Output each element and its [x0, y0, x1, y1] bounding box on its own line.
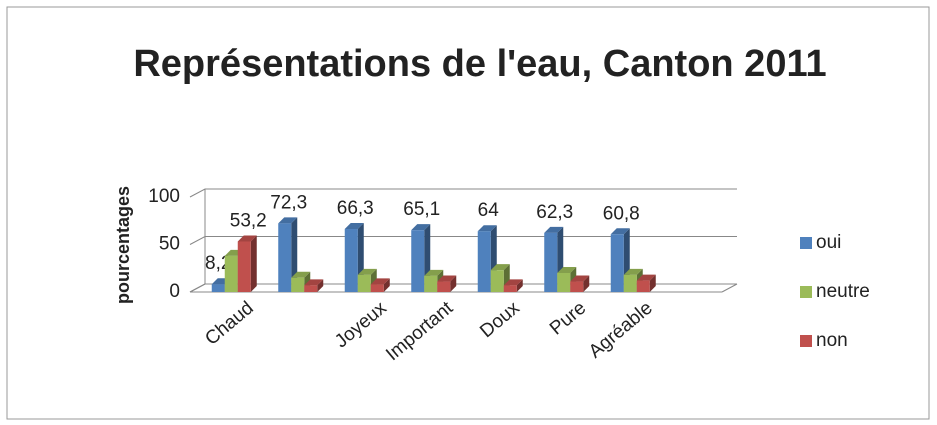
x-tick-label: Joyeux	[331, 297, 391, 352]
bar	[610, 234, 624, 292]
bar	[304, 285, 318, 292]
bar-side	[583, 275, 590, 292]
bar	[237, 241, 251, 292]
x-tick-label: Important	[382, 297, 458, 365]
bar-top	[623, 268, 643, 275]
chart-border	[6, 6, 930, 420]
bar-top	[557, 267, 577, 273]
data-label: 65,1	[403, 199, 440, 220]
bar-top	[424, 269, 444, 276]
legend-label: non	[816, 330, 848, 351]
bar	[570, 281, 584, 292]
bar-top	[237, 235, 257, 242]
data-label: 66,3	[337, 198, 374, 219]
data-label: 60,8	[603, 203, 640, 224]
bar-top	[278, 217, 298, 224]
y-tick-label: 100	[148, 186, 180, 207]
chart-title: Représentations de l'eau, Canton 2011	[133, 43, 827, 85]
bar	[357, 274, 371, 292]
bar-side	[317, 279, 324, 292]
bar	[477, 231, 491, 292]
bar	[424, 275, 438, 292]
bar	[557, 273, 571, 292]
legend-swatch	[800, 335, 812, 347]
legend-label: neutre	[816, 281, 870, 302]
x-tick-label: Pure	[546, 298, 590, 340]
data-label: 62,3	[536, 202, 573, 223]
bar-top	[344, 223, 364, 230]
grid-line	[189, 188, 737, 198]
y-tick-label: 0	[169, 281, 180, 302]
x-tick-label: Chaud	[201, 298, 257, 350]
x-tick-label: Agréable	[585, 298, 657, 363]
bar-top	[357, 268, 377, 275]
bar	[370, 284, 384, 292]
bar	[411, 230, 425, 292]
bar-top	[636, 274, 656, 281]
data-label: 72,3	[270, 192, 307, 213]
bar	[623, 274, 637, 292]
bar	[636, 280, 650, 292]
bar-top	[477, 225, 497, 232]
data-label: 53,2	[230, 210, 267, 231]
bar-side	[516, 279, 523, 292]
bar-side	[450, 275, 457, 292]
bar-top	[503, 279, 523, 286]
bar-side	[250, 235, 257, 292]
bar-top	[411, 224, 431, 231]
bar	[278, 223, 292, 292]
bar	[291, 277, 305, 292]
legend-swatch	[800, 237, 812, 249]
bar	[503, 285, 517, 292]
bar-top	[370, 278, 390, 285]
legend-label: oui	[816, 232, 841, 253]
x-tick-label: Doux	[476, 297, 524, 342]
bar	[490, 270, 504, 292]
bar-top	[437, 275, 457, 282]
grid-line	[189, 236, 737, 245]
legend-swatch	[800, 286, 812, 298]
bar	[344, 229, 358, 292]
bar-top	[570, 275, 590, 282]
data-label: 64	[478, 200, 500, 221]
bar	[544, 232, 558, 292]
bar	[437, 281, 451, 292]
bar-side	[383, 278, 390, 292]
bar-top	[610, 228, 630, 235]
axis-line	[721, 283, 738, 293]
y-axis-label: pourcentages	[113, 186, 133, 304]
bar-top	[490, 264, 510, 271]
bar-top	[291, 271, 311, 278]
bar	[224, 255, 238, 292]
y-tick-label: 50	[159, 234, 180, 255]
bar	[211, 284, 225, 292]
bar-side	[649, 274, 656, 292]
bar-top	[304, 279, 324, 286]
bar-top	[544, 226, 564, 233]
